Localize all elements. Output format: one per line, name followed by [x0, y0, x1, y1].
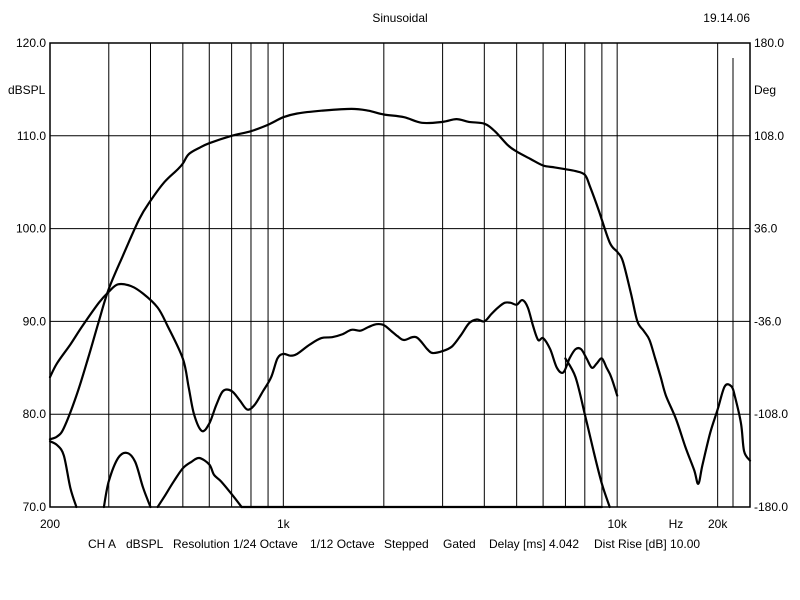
- y-tick-label: 100.0: [16, 222, 46, 236]
- footer-channel: CH A: [88, 537, 116, 551]
- y2-tick-label: -108.0: [754, 407, 788, 421]
- footer-info: CH A dBSPL Resolution 1/24 Octave 1/12 O…: [88, 537, 700, 551]
- x-ticks: 200 1k 10k Hz 20k: [40, 517, 728, 531]
- y-tick-label: 70.0: [23, 500, 47, 514]
- y2-tick-label: -36.0: [754, 314, 782, 328]
- plot-frame: [49, 42, 751, 508]
- x-tick-label: 1k: [277, 517, 291, 531]
- y-tick-label: 80.0: [23, 407, 47, 421]
- y-tick-label: 90.0: [23, 314, 47, 328]
- footer-gated: Gated: [443, 537, 476, 551]
- chart-title: Sinusoidal: [372, 11, 427, 25]
- x-tick-label: 10k: [607, 517, 627, 531]
- series-1-line: [48, 282, 619, 433]
- y2-tick-label: 36.0: [754, 222, 778, 236]
- y2-tick-label: 108.0: [754, 129, 784, 143]
- series-6-line: [564, 357, 611, 509]
- x-tick-label: 20k: [708, 517, 728, 531]
- y-ticks: 120.0 110.0 100.0 90.0 80.0 70.0 180.0 108.0 36.…: [16, 36, 788, 514]
- y2-tick-label: 180.0: [754, 36, 784, 50]
- x-tick-label: Hz: [669, 517, 684, 531]
- y-tick-label: 110.0: [17, 129, 46, 143]
- footer-smoothing: 1/12 Octave: [310, 537, 375, 551]
- x-tick-label: 200: [40, 517, 60, 531]
- y2-tick-label: -180.0: [754, 500, 788, 514]
- time-stamp: 19.14.06: [703, 11, 750, 25]
- footer-resolution: Resolution 1/24 Octave: [173, 537, 298, 551]
- series-3-line: [102, 451, 152, 509]
- footer-dist-rise: Dist Rise [dB] 10.00: [594, 537, 700, 551]
- y-tick-label: 120.0: [16, 36, 46, 50]
- left-axis-label: dBSPL: [8, 83, 46, 97]
- right-axis-label: Deg: [754, 83, 776, 97]
- series-4-line: [156, 456, 243, 509]
- footer-stepped: Stepped: [384, 537, 429, 551]
- footer-delay: Delay [ms] 4.042: [489, 537, 579, 551]
- footer-unit: dBSPL: [126, 537, 164, 551]
- series-0-line: [48, 107, 752, 485]
- series-2-line: [48, 440, 78, 509]
